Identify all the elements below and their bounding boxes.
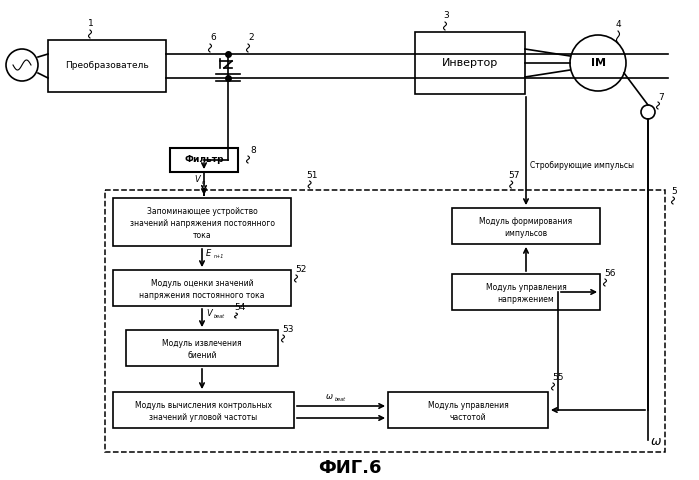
- Text: E: E: [206, 249, 211, 258]
- Text: n: n: [202, 180, 206, 185]
- Text: V: V: [206, 309, 212, 318]
- Bar: [113, 270, 291, 306]
- Text: Модуль формирования: Модуль формирования: [480, 216, 572, 226]
- Text: Фильтр: Фильтр: [185, 156, 224, 165]
- Text: IM: IM: [591, 58, 605, 68]
- Text: 52: 52: [295, 265, 306, 274]
- Bar: [415, 32, 525, 94]
- Bar: [388, 392, 548, 428]
- Text: импульсов: импульсов: [505, 228, 547, 238]
- Text: напряжением: напряжением: [498, 295, 554, 303]
- Text: beat: beat: [335, 397, 346, 402]
- Text: напряжения постоянного тока: напряжения постоянного тока: [139, 290, 265, 300]
- Text: ω: ω: [326, 392, 333, 401]
- Text: значений напряжения постоянного: значений напряжения постоянного: [129, 218, 275, 228]
- Text: 5: 5: [671, 187, 677, 196]
- Text: Модуль управления: Модуль управления: [486, 283, 566, 291]
- Bar: [48, 40, 166, 92]
- Text: 51: 51: [307, 171, 318, 180]
- Bar: [170, 148, 238, 172]
- Text: 1: 1: [88, 19, 94, 28]
- Text: Стробирующие импульсы: Стробирующие импульсы: [530, 161, 634, 170]
- Text: 55: 55: [552, 373, 563, 382]
- Text: 4: 4: [616, 20, 621, 29]
- Text: beat: beat: [214, 314, 225, 319]
- Bar: [105, 190, 665, 452]
- Bar: [452, 208, 600, 244]
- Text: 8: 8: [250, 146, 256, 155]
- Text: 7: 7: [658, 93, 664, 102]
- Bar: [113, 198, 291, 246]
- Text: значений угловой частоты: значений угловой частоты: [150, 412, 257, 421]
- Text: ФИГ.6: ФИГ.6: [318, 459, 382, 477]
- Text: Модуль вычисления контрольных: Модуль вычисления контрольных: [135, 400, 272, 409]
- Text: 2: 2: [248, 33, 254, 42]
- Text: Преобразователь: Преобразователь: [65, 61, 149, 71]
- Text: Инвертор: Инвертор: [442, 58, 498, 68]
- Text: Модуль управления: Модуль управления: [428, 400, 508, 409]
- Text: 53: 53: [282, 325, 294, 334]
- Text: 57: 57: [508, 171, 519, 180]
- Text: V: V: [194, 175, 200, 184]
- Text: n+1: n+1: [214, 254, 224, 259]
- Bar: [113, 392, 294, 428]
- Text: биений: биений: [187, 350, 217, 360]
- Bar: [126, 330, 278, 366]
- Text: Модуль оценки значений: Модуль оценки значений: [151, 278, 253, 288]
- Text: Модуль извлечения: Модуль извлечения: [162, 338, 242, 348]
- Bar: [452, 274, 600, 310]
- Text: 6: 6: [210, 33, 216, 42]
- Text: тока: тока: [193, 230, 211, 240]
- Text: Запоминающее устройство: Запоминающее устройство: [147, 206, 257, 216]
- Text: 56: 56: [604, 269, 616, 278]
- Text: 3: 3: [443, 11, 449, 20]
- Text: 54: 54: [234, 303, 245, 312]
- Text: ω: ω: [651, 435, 661, 448]
- Text: частотой: частотой: [449, 412, 487, 421]
